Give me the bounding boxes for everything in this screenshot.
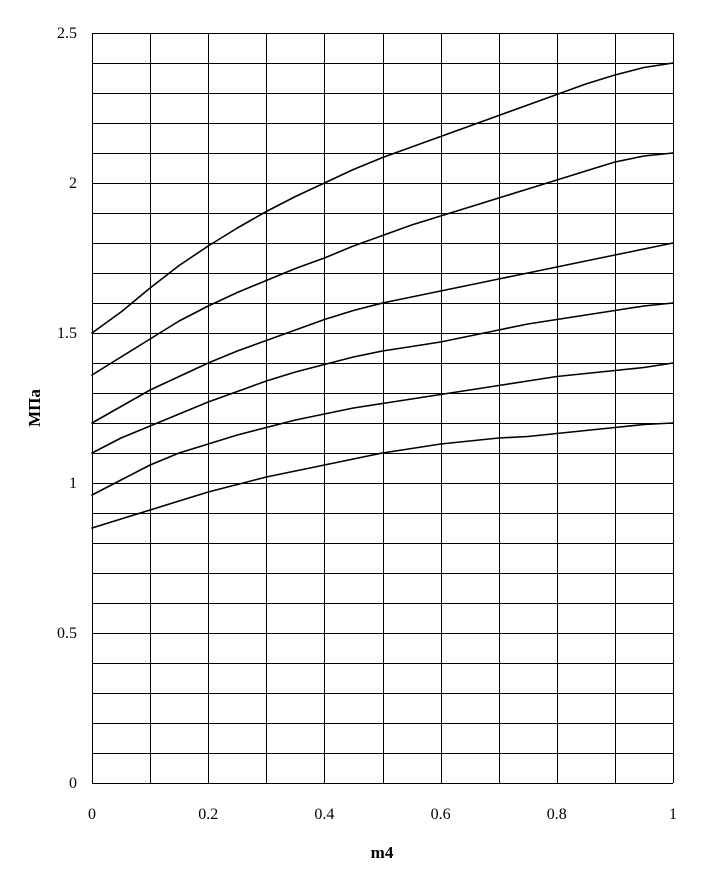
- y-axis-label: МПа: [25, 389, 44, 427]
- series-line-2: [91, 362, 674, 496]
- x-axis-label: m4: [371, 843, 394, 862]
- series-line-4: [91, 242, 674, 424]
- y-tick-label: 1.5: [57, 325, 77, 342]
- series-line-5: [91, 152, 674, 376]
- x-tick-label: 0.2: [198, 806, 218, 823]
- x-tick-labels: 0 0.2 0.4 0.6 0.8 1: [88, 806, 677, 823]
- y-tick-label: 2.5: [57, 25, 77, 42]
- y-tick-labels: 0 0.5 1 1.5 2 2.5: [57, 25, 77, 792]
- y-tick-label: 0.5: [57, 625, 77, 642]
- x-tick-label: 0: [88, 806, 96, 823]
- series-line-1: [91, 422, 674, 529]
- series-line-3: [91, 302, 674, 454]
- y-tick-label: 1: [69, 475, 77, 492]
- y-tick-label: 2: [69, 175, 77, 192]
- grid-lines: [92, 33, 674, 784]
- series-line-6: [91, 62, 674, 334]
- x-tick-label: 0.4: [314, 806, 334, 823]
- series-lines: [91, 62, 674, 529]
- x-tick-label: 1: [669, 806, 677, 823]
- x-tick-label: 0.8: [547, 806, 567, 823]
- x-tick-label: 0.6: [431, 806, 451, 823]
- y-tick-label: 0: [69, 775, 77, 792]
